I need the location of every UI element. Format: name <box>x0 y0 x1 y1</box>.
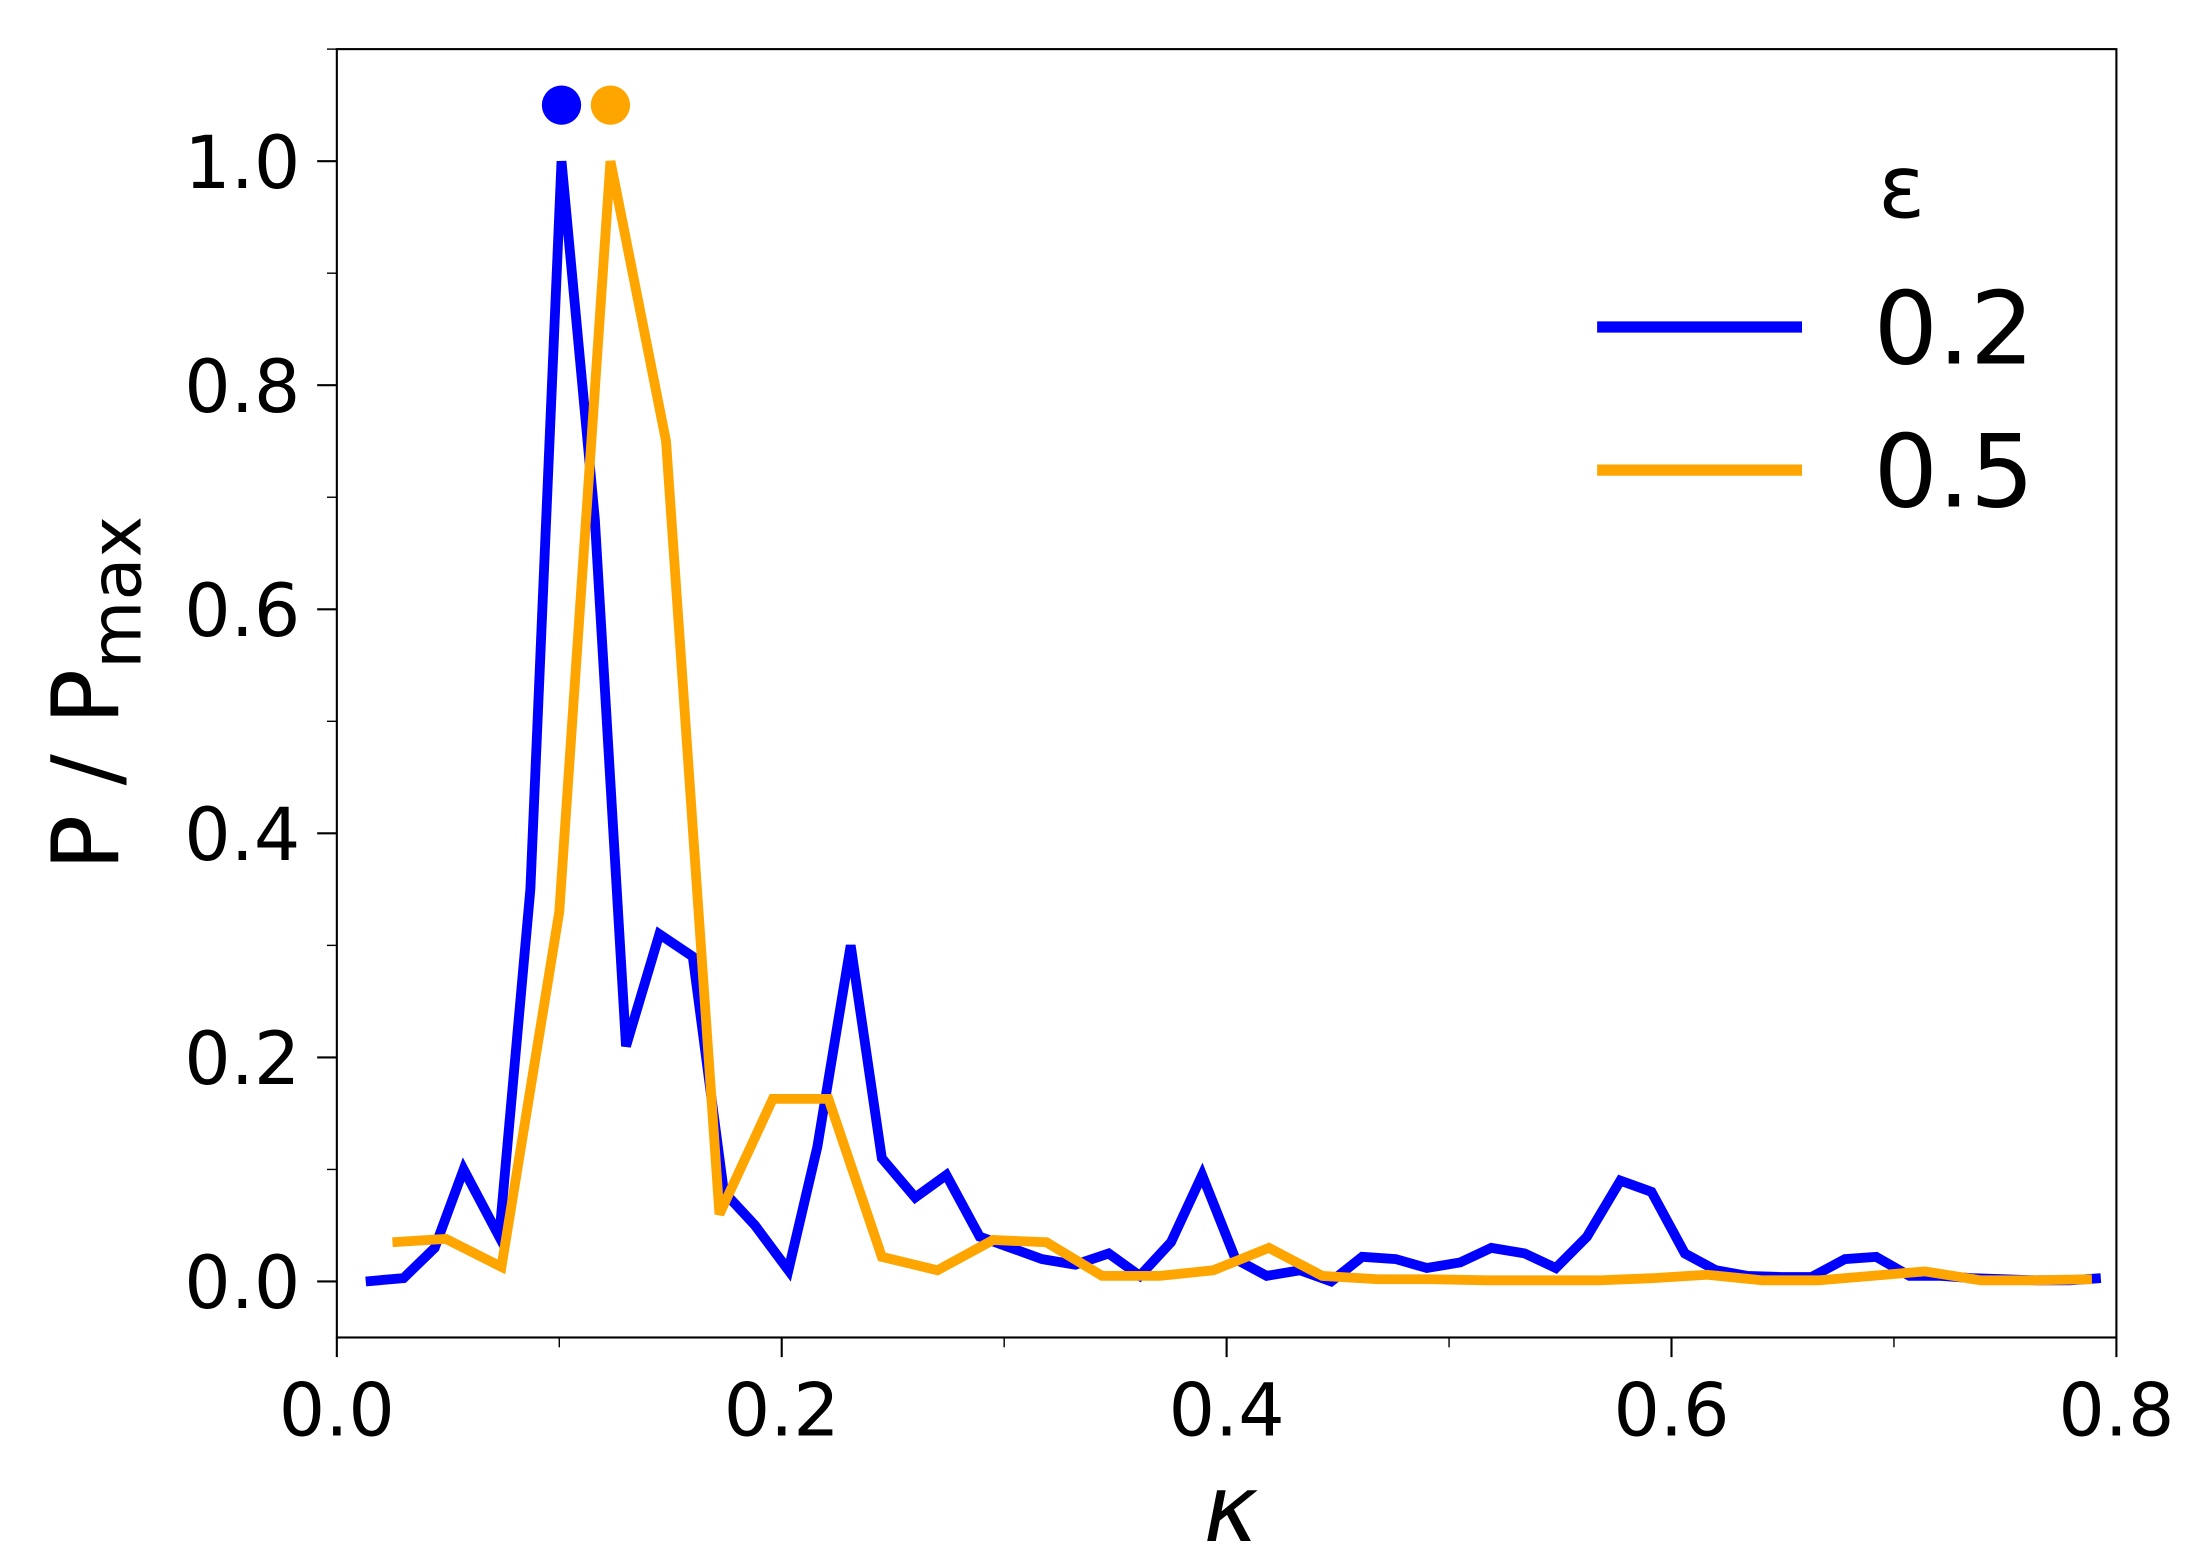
peak-marker <box>590 85 631 125</box>
y-tick-label: 0.4 <box>184 793 300 878</box>
y-tick-label: 0.2 <box>184 1017 300 1102</box>
y-axis-label-main: P / P <box>32 669 140 871</box>
data-line <box>365 160 2102 1288</box>
y-tick-label: 1.0 <box>184 121 300 206</box>
y-axis-label: P / Pmax <box>32 516 157 871</box>
legend-title: ε <box>1878 137 1925 239</box>
plot-frame <box>335 48 2118 1339</box>
x-tick-label: 0.8 <box>2058 1369 2174 1454</box>
legend-label: 0.2 <box>1874 269 2035 387</box>
y-tick-label: 0.0 <box>184 1241 300 1326</box>
data-line <box>392 160 2093 1286</box>
x-axis-label: κ <box>1204 1455 1259 1563</box>
x-tick-label: 0.2 <box>724 1369 840 1454</box>
y-tick-label: 0.6 <box>184 569 300 654</box>
x-tick-label: 0.4 <box>1169 1369 1285 1454</box>
x-tick-label: 0.0 <box>279 1369 395 1454</box>
y-tick-label: 0.8 <box>184 345 300 430</box>
peak-marker <box>541 85 582 125</box>
legend-label: 0.5 <box>1874 413 2035 531</box>
x-tick-label: 0.6 <box>1613 1369 1729 1454</box>
y-axis-label-sub: max <box>75 516 157 669</box>
